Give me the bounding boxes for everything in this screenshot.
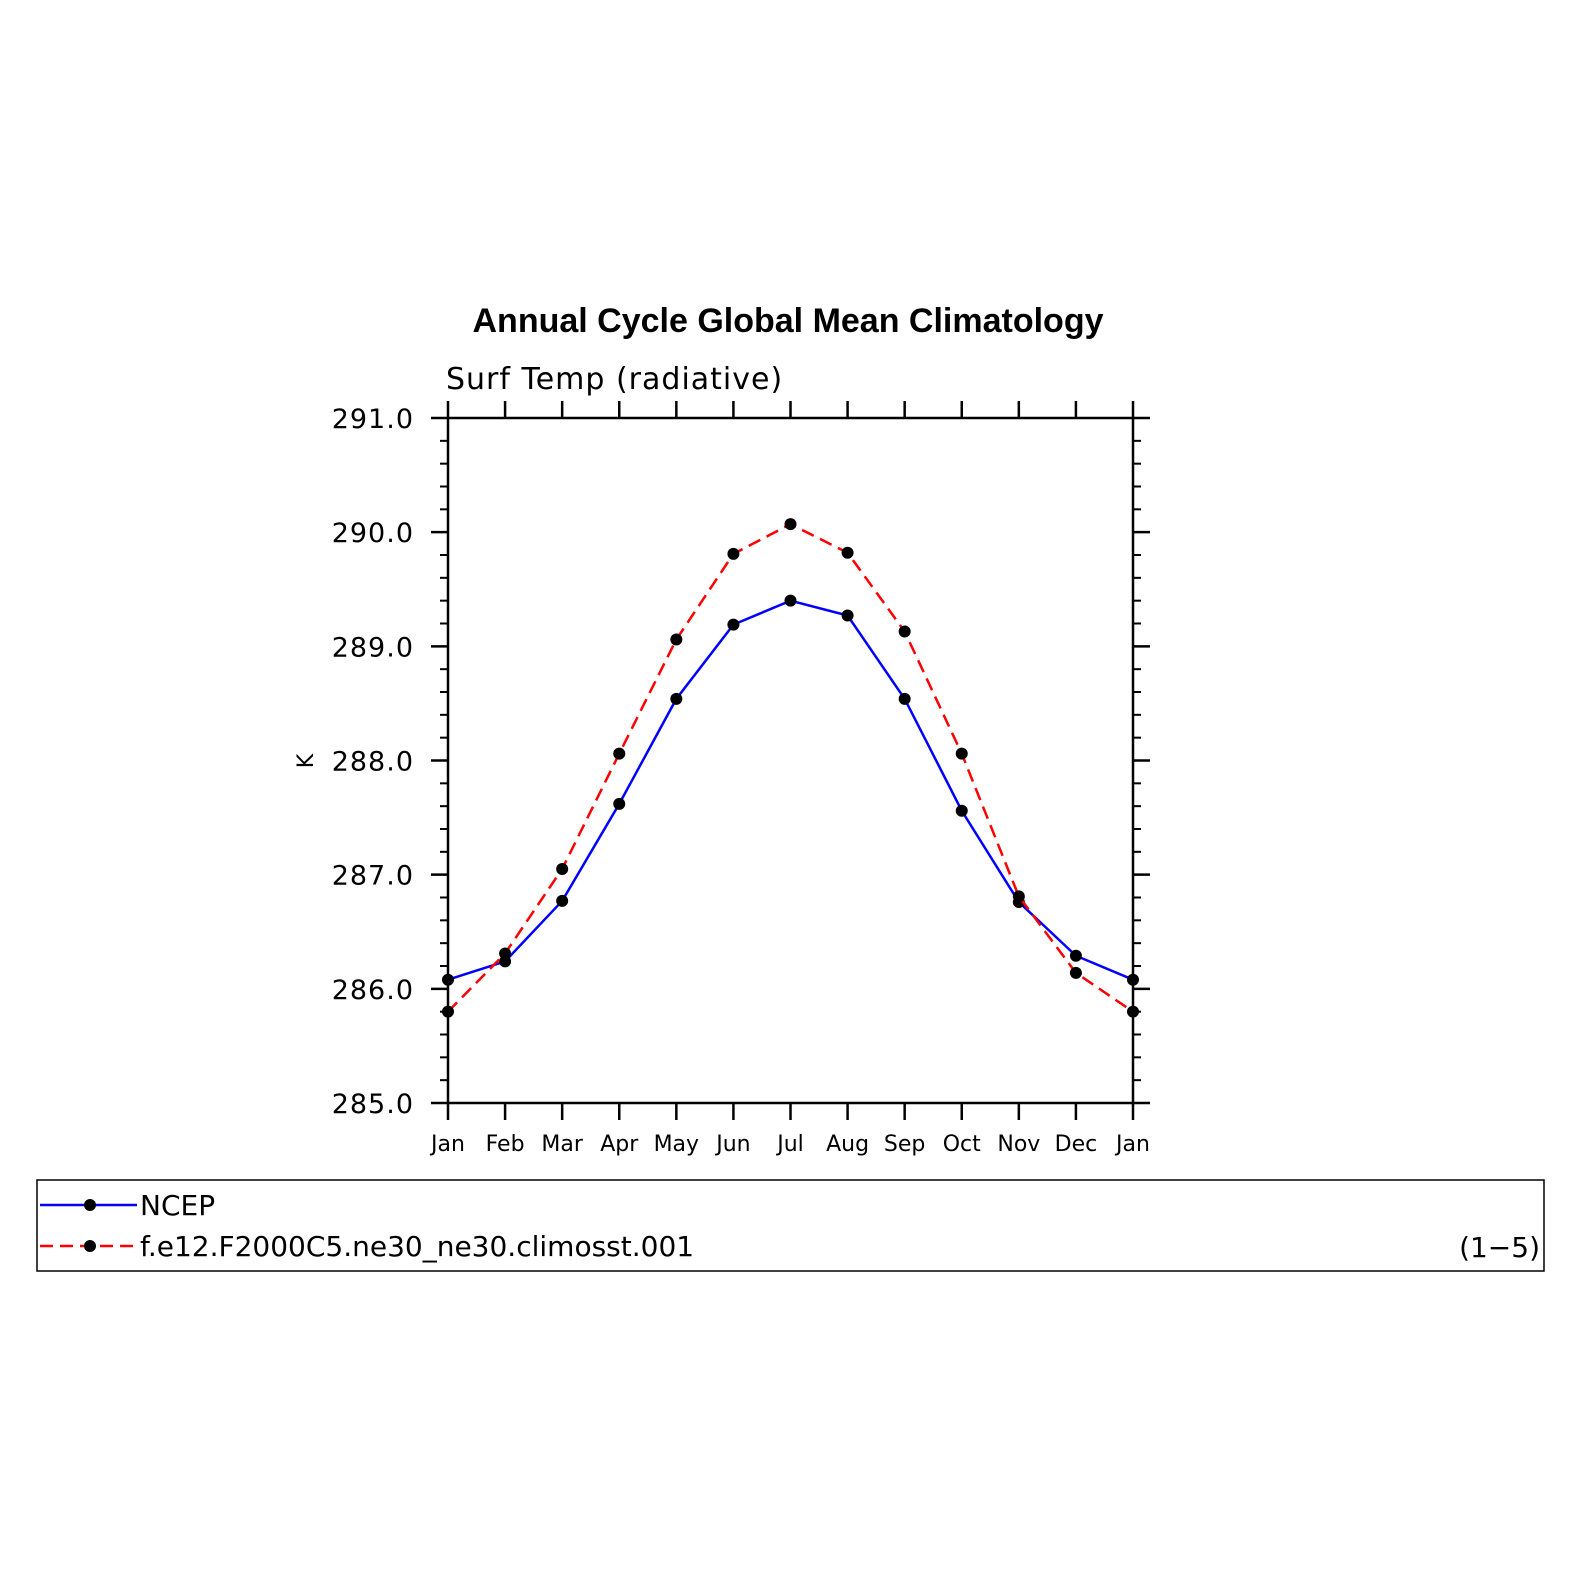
data-point xyxy=(442,973,454,986)
y-tick-label: 288.0 xyxy=(332,747,414,778)
x-tick-label: Mar xyxy=(541,1132,583,1157)
legend: NCEP f.e12.F2000C5.ne30_ne30.climosst.001 xyxy=(40,1189,694,1263)
data-point xyxy=(556,894,569,907)
x-tick-label: Feb xyxy=(486,1132,525,1157)
x-tick-label: Apr xyxy=(600,1132,639,1157)
data-point xyxy=(1069,966,1082,979)
series-line-ncep xyxy=(447,599,1134,981)
data-point xyxy=(727,618,740,631)
data-point xyxy=(670,633,683,646)
x-tick-label: Aug xyxy=(826,1132,869,1157)
data-point xyxy=(841,609,854,622)
axes: 285.0 286.0 287.0 288.0 289.0 290.0 291.0 Jan Fe… xyxy=(332,401,1150,1157)
y-axis-label: K xyxy=(294,753,319,768)
legend-marker xyxy=(84,1240,96,1252)
data-point xyxy=(1069,949,1082,962)
data-point xyxy=(556,862,569,875)
x-tick-label: Jan xyxy=(429,1132,465,1157)
legend-label: f.e12.F2000C5.ne30_ne30.climosst.001 xyxy=(140,1230,694,1263)
data-point xyxy=(1012,890,1025,903)
legend-label: NCEP xyxy=(140,1189,215,1222)
legend-note: (1−5) xyxy=(1459,1231,1540,1264)
x-tick-label: Nov xyxy=(997,1132,1040,1157)
y-tick-label: 291.0 xyxy=(332,404,414,435)
x-tick-label: Dec xyxy=(1055,1132,1098,1157)
data-point xyxy=(499,947,512,960)
data-point xyxy=(898,692,911,705)
x-tick-label: Jan xyxy=(1114,1132,1150,1157)
legend-marker xyxy=(84,1199,96,1211)
data-point xyxy=(784,594,797,607)
data-point xyxy=(613,797,626,810)
y-tick-label: 289.0 xyxy=(332,632,414,663)
x-tick-label: May xyxy=(654,1132,699,1157)
data-point xyxy=(670,692,683,705)
data-point xyxy=(613,747,626,760)
data-point xyxy=(784,518,797,531)
x-tick-label: Jun xyxy=(714,1132,750,1157)
chart-title: Annual Cycle Global Mean Climatology xyxy=(473,302,1104,340)
y-tick-label: 287.0 xyxy=(332,861,414,892)
data-point xyxy=(1127,1005,1139,1018)
chart-subtitle: Surf Temp (radiative) xyxy=(446,362,783,397)
x-tick-label: Oct xyxy=(943,1132,981,1157)
data-point xyxy=(727,547,740,560)
series-layer xyxy=(442,518,1139,1018)
x-tick-label: Jul xyxy=(775,1132,804,1157)
y-tick-label: 285.0 xyxy=(332,1089,414,1120)
y-tick-label: 286.0 xyxy=(332,975,414,1006)
data-point xyxy=(841,546,854,559)
data-point xyxy=(955,747,968,760)
data-point xyxy=(955,804,968,817)
data-point xyxy=(442,1005,454,1018)
y-tick-label: 290.0 xyxy=(332,518,414,549)
legend-box xyxy=(36,1179,1545,1272)
x-tick-label: Sep xyxy=(884,1132,925,1157)
data-point xyxy=(898,625,911,638)
data-point xyxy=(1127,973,1139,986)
